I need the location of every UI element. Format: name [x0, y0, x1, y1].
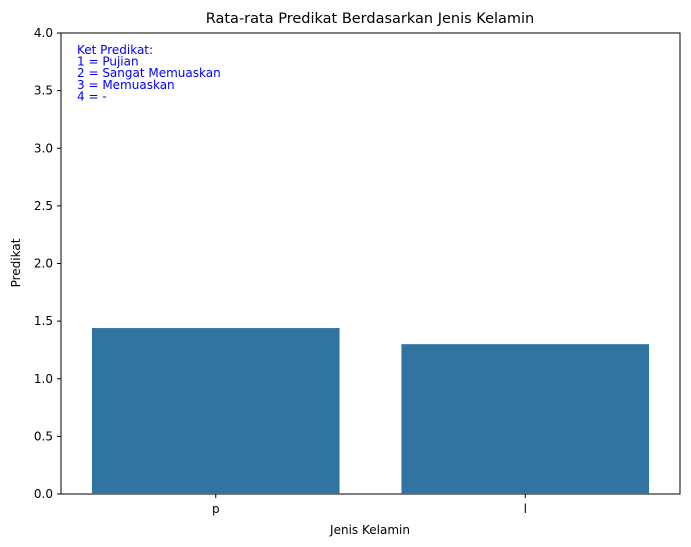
y-tick-label: 1.0: [34, 372, 53, 386]
y-tick-label: 0.5: [34, 429, 53, 443]
y-axis: 0.0 0.5 1.0 1.5 2.0 2.5 3.0 3.5 4.0: [34, 26, 61, 501]
y-axis-label: Predikat: [9, 238, 23, 287]
x-tick-label: l: [524, 502, 527, 516]
annotation-line: 1 = Pujian: [77, 55, 139, 69]
annotation-line: Ket Predikat:: [77, 43, 153, 57]
annotation-line: 4 = -: [77, 89, 107, 103]
annotation-line: 3 = Memuaskan: [77, 78, 175, 92]
y-tick-label: 1.5: [34, 314, 53, 328]
y-tick-label: 2.0: [34, 257, 53, 271]
annotation-line: 2 = Sangat Memuaskan: [77, 66, 221, 80]
y-tick-label: 3.0: [34, 141, 53, 155]
y-tick-label: 2.5: [34, 199, 53, 213]
chart-title: Rata-rata Predikat Berdasarkan Jenis Kel…: [206, 11, 535, 27]
bar-l: [401, 344, 650, 494]
y-tick-label: 3.5: [34, 84, 53, 98]
bars-group: [91, 328, 650, 494]
bar-p: [91, 328, 340, 494]
y-tick-label: 0.0: [34, 487, 53, 501]
x-axis-label: Jenis Kelamin: [329, 523, 410, 537]
x-tick-label: p: [212, 502, 220, 516]
y-tick-label: 4.0: [34, 26, 53, 40]
